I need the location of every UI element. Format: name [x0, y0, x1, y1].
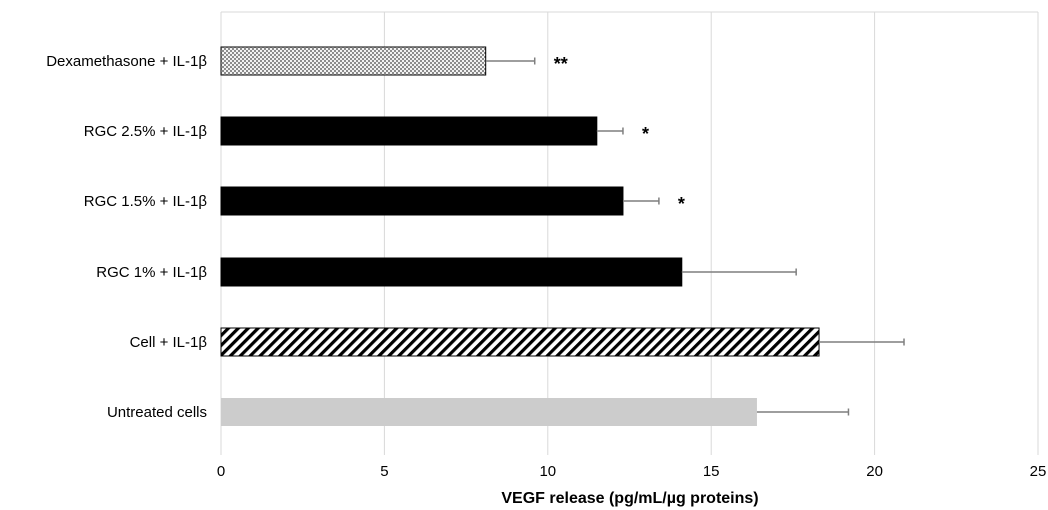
category-label: Untreated cells: [107, 404, 207, 421]
x-tick-label: 25: [1030, 463, 1047, 480]
x-axis-ticks: 0 5 10 15 20 25: [217, 463, 1047, 480]
significance-label: *: [642, 124, 649, 144]
x-tick-label: 20: [866, 463, 883, 480]
category-label: Dexamethasone + IL-1β: [46, 53, 207, 70]
x-tick-label: 0: [217, 463, 225, 480]
category-label: RGC 1.5% + IL-1β: [84, 193, 208, 210]
x-axis-title: VEGF release (pg/mL/µg proteins): [501, 490, 758, 507]
bar: [220, 116, 598, 146]
bars: ****: [220, 46, 905, 426]
bar: [220, 257, 683, 287]
bar: [220, 327, 820, 357]
category-label: Cell + IL-1β: [130, 334, 208, 351]
x-tick-label: 10: [539, 463, 556, 480]
category-label: RGC 1% + IL-1β: [96, 264, 207, 281]
significance-label: **: [554, 54, 568, 74]
bar: [220, 46, 487, 76]
category-labels: Dexamethasone + IL-1β RGC 2.5% + IL-1β RGC…: [46, 53, 207, 421]
category-label: RGC 2.5% + IL-1β: [84, 123, 208, 140]
bar: [220, 186, 624, 216]
significance-label: *: [678, 194, 685, 214]
x-tick-label: 15: [703, 463, 720, 480]
bar: [221, 398, 757, 426]
grid: [220, 11, 1039, 455]
x-tick-label: 5: [380, 463, 388, 480]
